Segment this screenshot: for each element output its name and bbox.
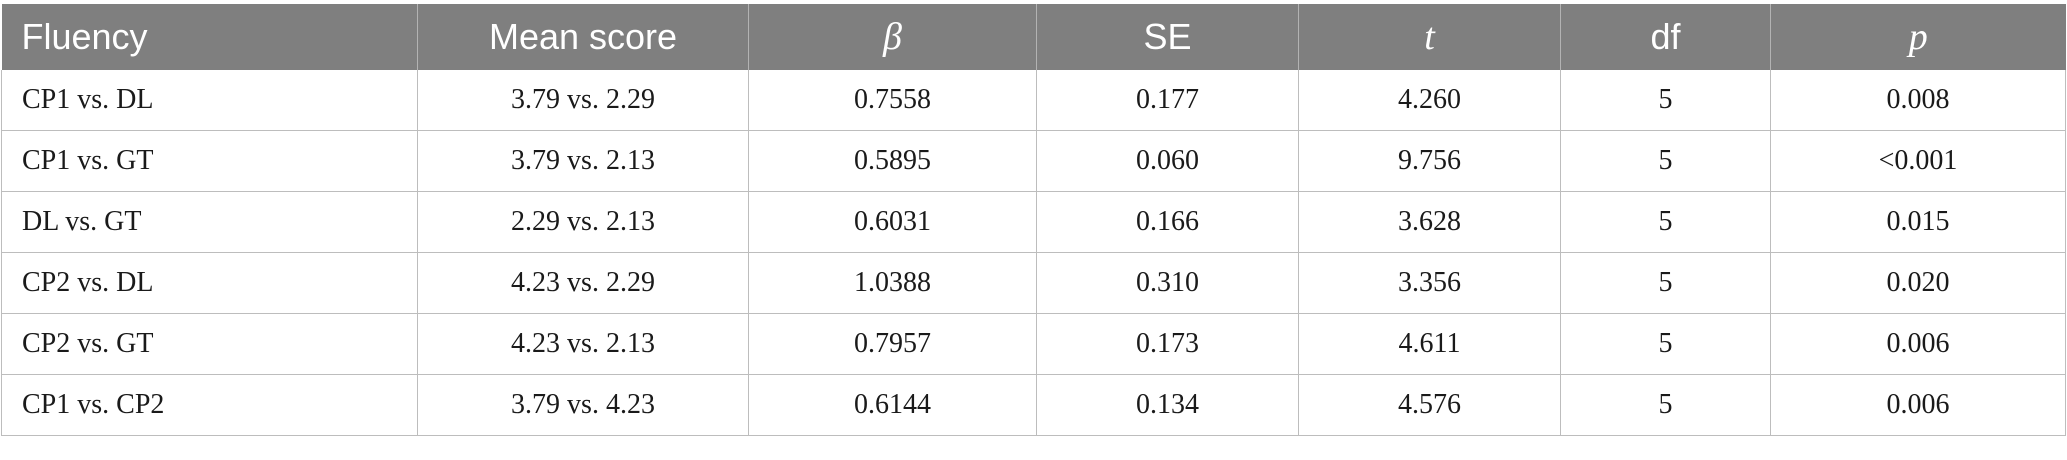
cell-se: 0.166 bbox=[1036, 191, 1299, 253]
header-t: t bbox=[1298, 4, 1561, 70]
cell-se: 0.134 bbox=[1036, 374, 1299, 436]
cell-fluency: CP1 vs. CP2 bbox=[1, 374, 418, 436]
cell-t: 3.356 bbox=[1298, 252, 1561, 314]
cell-fluency: CP1 vs. DL bbox=[1, 70, 418, 131]
header-beta: β bbox=[748, 4, 1037, 70]
cell-mean-score: 3.79 vs. 2.29 bbox=[417, 70, 749, 131]
cell-df: 5 bbox=[1560, 70, 1771, 131]
cell-p: <0.001 bbox=[1770, 130, 2066, 192]
cell-t: 4.260 bbox=[1298, 70, 1561, 131]
header-fluency: Fluency bbox=[1, 4, 418, 70]
cell-fluency: CP2 vs. DL bbox=[1, 252, 418, 314]
cell-fluency: CP2 vs. GT bbox=[1, 313, 418, 375]
cell-fluency: DL vs. GT bbox=[1, 191, 418, 253]
cell-df: 5 bbox=[1560, 374, 1771, 436]
cell-se: 0.310 bbox=[1036, 252, 1299, 314]
cell-df: 5 bbox=[1560, 191, 1771, 253]
table-row: DL vs. GT 2.29 vs. 2.13 0.6031 0.166 3.6… bbox=[1, 191, 2066, 253]
cell-p: 0.015 bbox=[1770, 191, 2066, 253]
table-row: CP2 vs. GT 4.23 vs. 2.13 0.7957 0.173 4.… bbox=[1, 313, 2066, 375]
cell-t: 3.628 bbox=[1298, 191, 1561, 253]
cell-beta: 0.7957 bbox=[748, 313, 1037, 375]
cell-mean-score: 2.29 vs. 2.13 bbox=[417, 191, 749, 253]
table-row: CP1 vs. DL 3.79 vs. 2.29 0.7558 0.177 4.… bbox=[1, 70, 2066, 131]
cell-t: 4.611 bbox=[1298, 313, 1561, 375]
cell-se: 0.177 bbox=[1036, 70, 1299, 131]
cell-beta: 0.6031 bbox=[748, 191, 1037, 253]
fluency-table-container: Fluency Mean score β SE t df p CP1 vs. D… bbox=[1, 4, 2066, 436]
cell-mean-score: 3.79 vs. 4.23 bbox=[417, 374, 749, 436]
cell-se: 0.060 bbox=[1036, 130, 1299, 192]
cell-p: 0.006 bbox=[1770, 374, 2066, 436]
table-row: CP1 vs. CP2 3.79 vs. 4.23 0.6144 0.134 4… bbox=[1, 374, 2066, 436]
header-df: df bbox=[1560, 4, 1771, 70]
table-row: CP1 vs. GT 3.79 vs. 2.13 0.5895 0.060 9.… bbox=[1, 130, 2066, 192]
header-row: Fluency Mean score β SE t df p bbox=[1, 4, 2066, 70]
cell-p: 0.008 bbox=[1770, 70, 2066, 131]
table-row: CP2 vs. DL 4.23 vs. 2.29 1.0388 0.310 3.… bbox=[1, 252, 2066, 314]
cell-mean-score: 4.23 vs. 2.13 bbox=[417, 313, 749, 375]
cell-beta: 1.0388 bbox=[748, 252, 1037, 314]
fluency-comparison-table: Fluency Mean score β SE t df p CP1 vs. D… bbox=[1, 4, 2066, 436]
cell-df: 5 bbox=[1560, 130, 1771, 192]
cell-p: 0.006 bbox=[1770, 313, 2066, 375]
cell-beta: 0.7558 bbox=[748, 70, 1037, 131]
cell-se: 0.173 bbox=[1036, 313, 1299, 375]
cell-fluency: CP1 vs. GT bbox=[1, 130, 418, 192]
cell-beta: 0.6144 bbox=[748, 374, 1037, 436]
cell-mean-score: 4.23 vs. 2.29 bbox=[417, 252, 749, 314]
cell-df: 5 bbox=[1560, 252, 1771, 314]
cell-df: 5 bbox=[1560, 313, 1771, 375]
cell-t: 4.576 bbox=[1298, 374, 1561, 436]
cell-p: 0.020 bbox=[1770, 252, 2066, 314]
cell-mean-score: 3.79 vs. 2.13 bbox=[417, 130, 749, 192]
header-p: p bbox=[1770, 4, 2066, 70]
cell-beta: 0.5895 bbox=[748, 130, 1037, 192]
header-se: SE bbox=[1036, 4, 1299, 70]
header-mean-score: Mean score bbox=[417, 4, 749, 70]
cell-t: 9.756 bbox=[1298, 130, 1561, 192]
